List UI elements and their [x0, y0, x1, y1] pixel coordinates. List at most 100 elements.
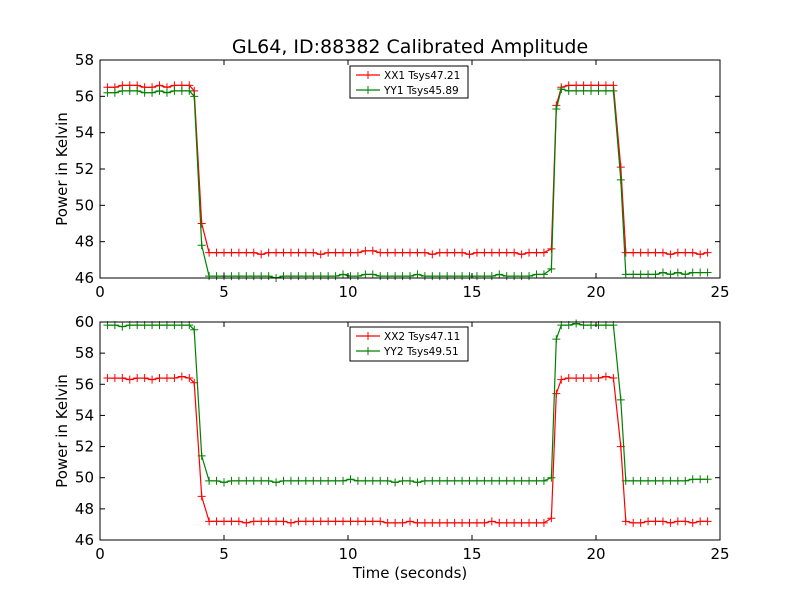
legend-entry: XX2 Tsys47.11 [356, 331, 460, 343]
data-point [450, 518, 459, 527]
y-axis-label: Power in Kelvin [53, 112, 71, 226]
data-point [525, 518, 534, 527]
data-point [636, 270, 645, 279]
data-point [133, 374, 142, 383]
legend-entry: XX1 Tsys47.21 [356, 70, 460, 82]
data-point [212, 517, 221, 526]
data-point [487, 272, 496, 281]
legend: XX2 Tsys47.11 YY2 Tsys49.51 [349, 326, 469, 362]
data-point [220, 248, 228, 257]
data-point [294, 248, 303, 257]
data-point [301, 248, 310, 257]
data-point [428, 476, 437, 485]
y-tick-label: 58 [75, 51, 94, 69]
data-point [644, 476, 653, 485]
data-point [557, 375, 566, 384]
data-point [458, 248, 467, 257]
data-point [148, 375, 157, 384]
data-point [487, 476, 496, 485]
x-tick-label: 25 [710, 283, 729, 301]
data-point [398, 272, 407, 281]
data-point [420, 272, 429, 281]
data-point [383, 272, 392, 281]
data-point [502, 272, 511, 281]
data-point [309, 517, 318, 526]
data-point [532, 518, 541, 527]
data-point [309, 476, 318, 485]
data-point [688, 518, 697, 527]
data-point [294, 517, 303, 526]
data-point [227, 272, 236, 281]
legend-marker [364, 332, 372, 340]
data-point [118, 374, 127, 383]
data-point [227, 248, 236, 257]
data-point [212, 476, 221, 485]
data-point [361, 517, 370, 526]
data-point [703, 475, 712, 484]
data-point [383, 518, 392, 527]
data-point [557, 85, 566, 94]
data-point [651, 517, 660, 526]
data-point [564, 374, 573, 383]
data-point [579, 374, 588, 383]
data-point [587, 374, 596, 383]
legend-label: XX2 Tsys47.11 [384, 331, 460, 343]
y-tick-label: 54 [75, 406, 94, 424]
data-point [480, 518, 489, 527]
data-point [406, 517, 414, 526]
data-point [435, 248, 444, 257]
data-point [177, 372, 186, 381]
data-point [331, 248, 340, 257]
y-tick-label: 46 [75, 531, 94, 549]
legend-entry: YY1 Tsys45.89 [356, 85, 459, 97]
data-point [118, 86, 127, 95]
data-point [601, 372, 610, 381]
data-point [616, 395, 625, 404]
bottom-plot: 0 5 10 15 20 25 46 48 50 52 54 56 58 60 Power in Kelvi… [53, 313, 730, 582]
data-point [294, 272, 303, 281]
data-point [272, 517, 281, 526]
data-point [666, 518, 675, 527]
data-point [257, 476, 266, 485]
data-point [547, 514, 556, 523]
data-point [636, 476, 645, 485]
data-point [616, 175, 625, 184]
data-point [197, 241, 206, 250]
data-point [681, 270, 690, 279]
data-point [651, 248, 660, 257]
series-2-1 [103, 372, 712, 527]
data-point [383, 248, 392, 257]
data-point [517, 250, 526, 259]
data-point [391, 248, 400, 257]
data-point [525, 248, 534, 257]
data-point [673, 248, 682, 257]
data-point [480, 272, 489, 281]
data-point [170, 86, 179, 95]
data-point [242, 518, 251, 527]
data-point [472, 272, 481, 281]
data-point [346, 517, 355, 526]
data-point [185, 86, 194, 95]
data-point [155, 374, 164, 383]
data-point [339, 517, 348, 526]
data-point [525, 476, 534, 485]
data-point [103, 88, 112, 97]
data-point [177, 86, 186, 95]
data-point [155, 86, 164, 95]
data-point [234, 476, 243, 485]
data-point [368, 270, 377, 279]
data-point [249, 517, 258, 526]
data-point [413, 270, 422, 279]
data-point [162, 88, 171, 97]
data-point [339, 248, 348, 257]
x-tick-label: 20 [586, 283, 605, 301]
data-point [587, 86, 596, 95]
data-point [601, 86, 610, 95]
data-point [185, 374, 194, 383]
data-point [621, 248, 630, 257]
data-point [495, 270, 504, 279]
data-point [465, 250, 474, 259]
data-point [443, 272, 452, 281]
legend-entry: YY2 Tsys49.51 [356, 346, 459, 358]
